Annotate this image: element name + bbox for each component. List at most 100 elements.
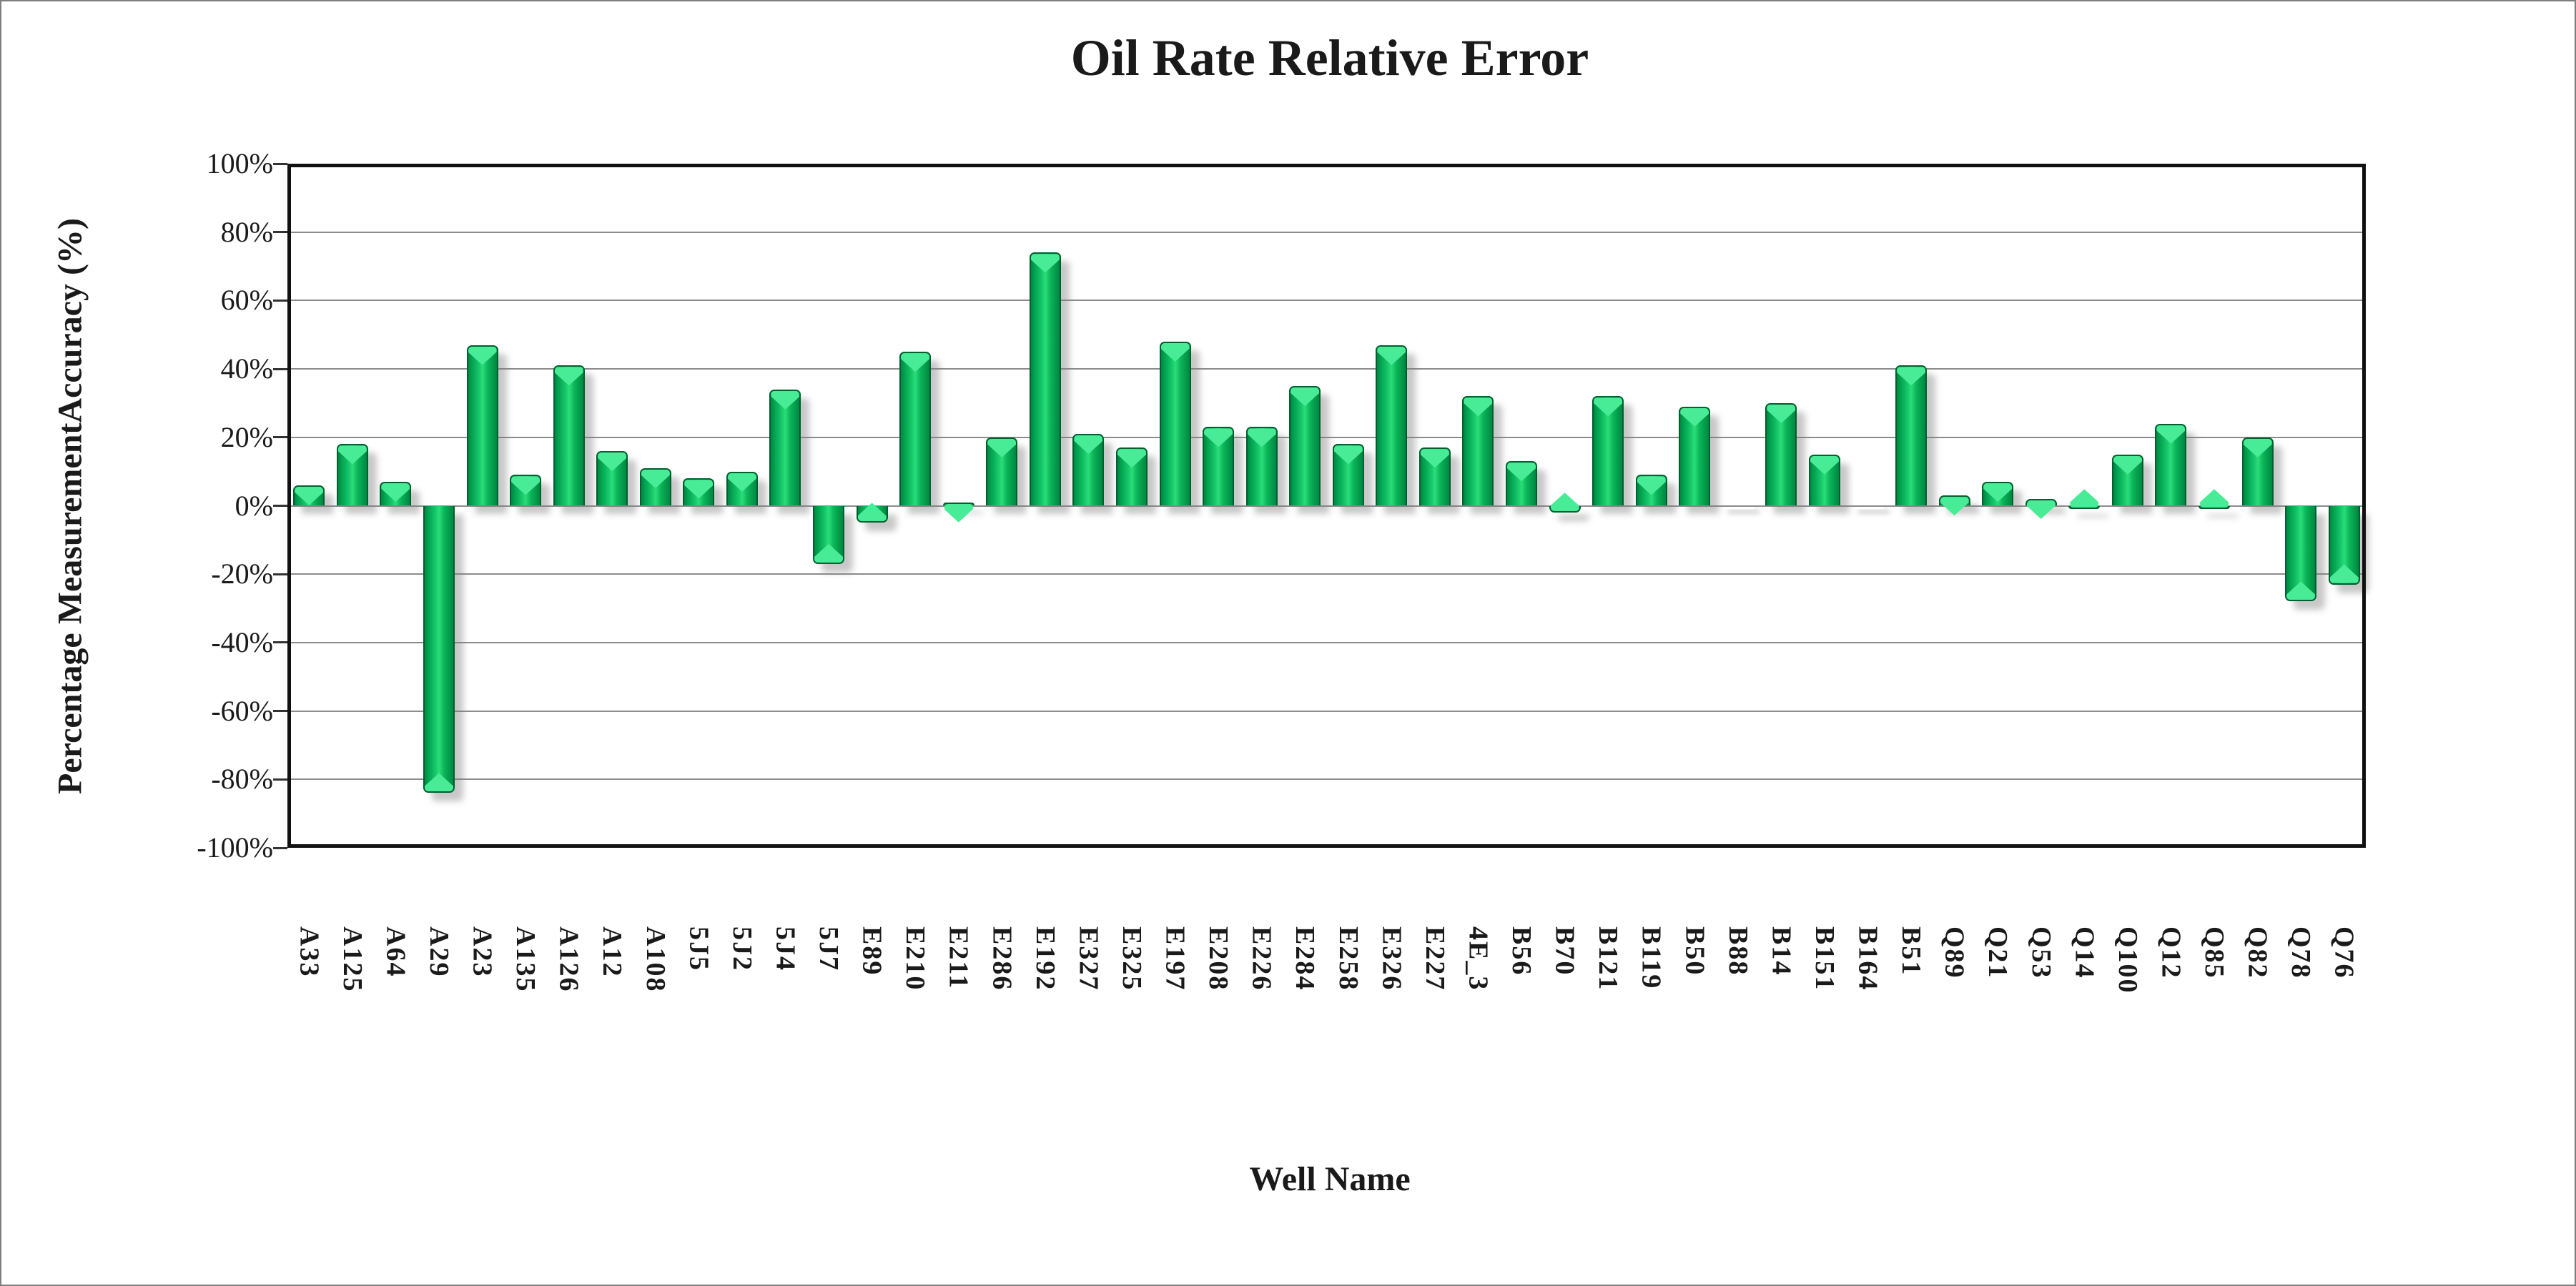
x-axis-label: B121	[1593, 926, 1624, 991]
x-axis-label: 5J4	[770, 926, 801, 971]
x-axis-label: E211	[943, 926, 974, 990]
bar-highlight	[1464, 397, 1493, 417]
bar-highlight	[2026, 500, 2056, 519]
bar-highlight	[1983, 483, 2013, 502]
plot-border-left	[287, 164, 291, 848]
gridline-40	[287, 368, 2366, 370]
bar-A126	[553, 365, 585, 506]
y-tick-label: -60%	[211, 694, 273, 727]
bar-highlight	[1550, 493, 1579, 512]
y-tick-label: 80%	[220, 215, 273, 248]
x-axis-label: E197	[1160, 926, 1190, 991]
x-axis-label: A126	[553, 926, 584, 993]
bar-E284	[1289, 386, 1321, 506]
gridline--20	[287, 573, 2366, 575]
bar-highlight	[771, 390, 800, 410]
gridline--80	[287, 778, 2366, 781]
bar-E210	[899, 352, 932, 506]
bar-B164	[1852, 506, 1884, 509]
bar-B121	[1592, 396, 1624, 506]
x-axis-label: B88	[1722, 926, 1753, 976]
y-axis-title: Percentage MeasurementAccuracy (%)	[51, 218, 89, 794]
bar-A125	[336, 444, 368, 506]
bar-highlight	[814, 543, 844, 563]
y-tick-mark	[273, 505, 287, 507]
bar-highlight	[684, 480, 714, 499]
bar-E208	[1203, 427, 1235, 506]
bar-E325	[1115, 447, 1148, 506]
x-axis-label: A125	[337, 926, 367, 993]
bar-highlight	[1680, 407, 1709, 427]
bar-highlight	[1507, 463, 1536, 482]
y-tick-label: -80%	[211, 763, 273, 796]
bar-highlight	[1160, 342, 1190, 362]
y-tick-mark	[273, 710, 287, 713]
x-axis-title: Well Name	[1249, 1160, 1411, 1198]
x-axis-label: E327	[1073, 926, 1104, 991]
x-axis-label: Q82	[2242, 926, 2273, 979]
bar-highlight	[1333, 445, 1363, 465]
bar-Q53	[2025, 498, 2057, 519]
bar-highlight	[1377, 346, 1406, 365]
bar-E227	[1418, 447, 1451, 506]
bar-B119	[1635, 475, 1667, 506]
gridline-80	[287, 231, 2366, 233]
bar-E286	[986, 437, 1018, 506]
x-axis-label: Q21	[1983, 926, 2013, 979]
x-axis-label: E210	[900, 926, 931, 991]
x-axis-label: E208	[1203, 926, 1234, 991]
y-tick-mark	[273, 778, 287, 781]
x-axis-label: B50	[1679, 926, 1710, 976]
plot-border-right	[2362, 164, 2366, 848]
y-tick-label: -40%	[211, 625, 273, 658]
y-tick-mark	[273, 846, 287, 849]
plot-area	[287, 164, 2366, 848]
gridline-60	[287, 300, 2366, 302]
bar-highlight	[987, 438, 1017, 457]
bar-E327	[1072, 434, 1105, 506]
bar-E89	[856, 503, 888, 523]
gridline--40	[287, 641, 2366, 643]
x-axis-label: 4E_3	[1463, 926, 1494, 991]
gridline-20	[287, 436, 2366, 438]
bar-highlight	[1594, 397, 1623, 417]
x-axis-label: Q12	[2156, 926, 2186, 979]
bar-highlight	[295, 486, 324, 505]
bar-B14	[1765, 402, 1797, 506]
bar-E226	[1245, 427, 1278, 506]
y-tick-mark	[273, 436, 287, 439]
plot-border-bottom	[287, 844, 2366, 848]
bar-E258	[1332, 444, 1364, 506]
y-tick-mark	[273, 231, 287, 234]
bar-highlight	[1204, 428, 1233, 447]
x-axis-label: Q85	[2199, 926, 2230, 979]
bar-E211	[942, 502, 974, 523]
bar-highlight	[1117, 449, 1146, 468]
y-tick-mark	[273, 367, 287, 370]
bar-highlight	[1897, 367, 1926, 386]
bar-highlight	[944, 503, 973, 523]
bar-A64	[380, 482, 412, 506]
bar-Q100	[2111, 454, 2143, 506]
bar-5J4	[769, 389, 801, 506]
x-axis-label: E226	[1246, 926, 1277, 991]
x-axis-label: A23	[467, 926, 498, 978]
bar-5J7	[813, 505, 845, 564]
x-axis-label: E258	[1333, 926, 1363, 991]
bar-highlight	[1074, 435, 1103, 454]
x-axis-label: B14	[1766, 926, 1797, 976]
bar-A108	[639, 468, 671, 506]
x-axis-label: B51	[1896, 926, 1927, 976]
y-tick-label: 0%	[235, 489, 273, 522]
x-axis-label: E286	[987, 926, 1017, 991]
bar-B51	[1895, 365, 1928, 506]
bar-B70	[1549, 493, 1581, 513]
x-axis-label: B164	[1852, 926, 1883, 991]
x-axis-label: B151	[1809, 926, 1840, 991]
x-axis-label: E326	[1376, 926, 1407, 991]
gridline-0	[287, 505, 2366, 507]
bar-highlight	[381, 483, 410, 502]
bar-Q85	[2199, 489, 2231, 510]
bar-highlight	[1030, 254, 1060, 273]
